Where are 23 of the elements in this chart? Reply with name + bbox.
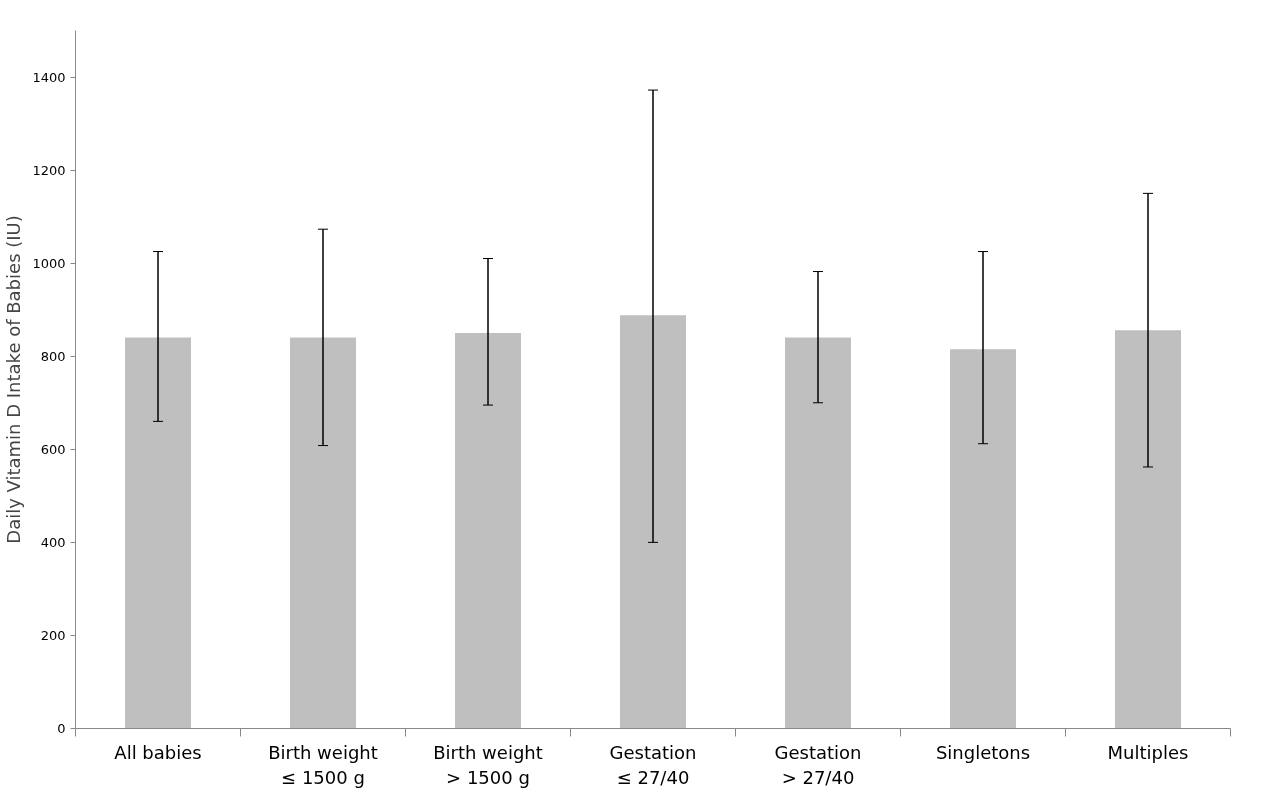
bar — [125, 337, 191, 729]
y-tick-label: 800 — [40, 348, 66, 364]
bar — [290, 337, 356, 729]
x-tick-label: Birth weight > 1500 g — [433, 741, 543, 788]
bar — [785, 337, 851, 729]
x-tick-label: Gestation ≤ 27/40 — [609, 741, 697, 788]
y-tick-label: 1400 — [32, 69, 66, 85]
bar — [620, 315, 686, 729]
x-tick-label: All babies — [114, 741, 202, 763]
bar — [950, 349, 1016, 729]
x-tick-label: Gestation > 27/40 — [774, 741, 862, 788]
bar — [1115, 330, 1181, 729]
y-tick-label: 1200 — [32, 162, 66, 178]
x-tick-label: Singletons — [935, 741, 1031, 763]
y-axis-title: Daily Vitamin D Intake of Babies (IU) — [3, 215, 25, 544]
x-tick-label: Birth weight ≤ 1500 g — [268, 741, 378, 788]
bar — [455, 332, 521, 729]
y-tick-label: 1000 — [32, 255, 66, 271]
y-tick-label: 0 — [57, 721, 66, 736]
y-tick-label: 600 — [40, 441, 66, 457]
x-tick-label: Multiples — [1107, 741, 1189, 763]
y-tick-label: 400 — [40, 534, 66, 550]
y-tick-label: 200 — [40, 627, 66, 643]
